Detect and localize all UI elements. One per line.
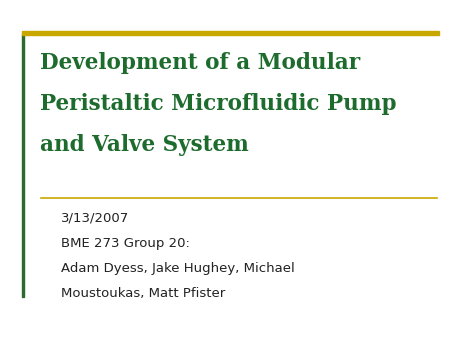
Bar	[22, 31, 439, 35]
Bar	[22, 34, 24, 297]
Text: and Valve System: and Valve System	[40, 134, 249, 155]
Text: BME 273 Group 20:: BME 273 Group 20:	[61, 237, 189, 249]
Text: Moustoukas, Matt Pfister: Moustoukas, Matt Pfister	[61, 287, 225, 300]
Text: Peristaltic Microfluidic Pump: Peristaltic Microfluidic Pump	[40, 93, 397, 115]
Text: Adam Dyess, Jake Hughey, Michael: Adam Dyess, Jake Hughey, Michael	[61, 262, 294, 275]
Text: Development of a Modular: Development of a Modular	[40, 52, 360, 74]
Text: 3/13/2007: 3/13/2007	[61, 211, 129, 224]
